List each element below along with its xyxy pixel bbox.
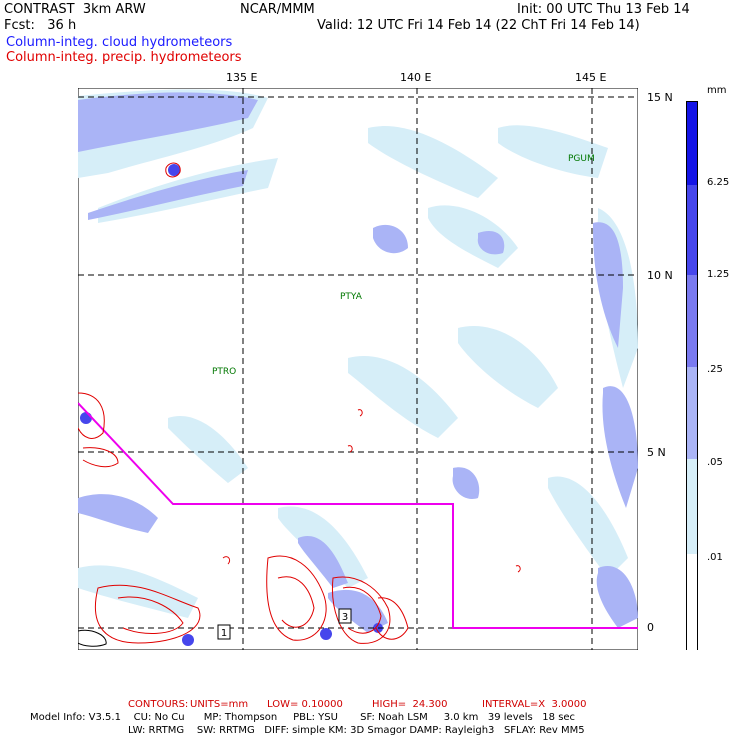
lat-label-0: 0 bbox=[647, 621, 654, 634]
box-1-label: 1 bbox=[221, 628, 227, 639]
cloud-field-medium bbox=[78, 92, 638, 633]
contours-high: HIGH= 24.300 bbox=[372, 699, 448, 710]
colorbar-band-2 bbox=[687, 185, 697, 275]
box-1 bbox=[217, 624, 231, 640]
colorbar-label-1.25: 1.25 bbox=[707, 269, 730, 280]
box-3 bbox=[338, 608, 352, 624]
station-ptro: PTRO bbox=[212, 367, 236, 377]
map-panel: 1 3 PGUM PTYA PTRO bbox=[78, 88, 638, 650]
colorbar bbox=[686, 101, 698, 651]
colorbar-band-4 bbox=[687, 367, 697, 459]
contours-units: UNITS=mm bbox=[190, 699, 249, 710]
station-pgum: PGUM bbox=[568, 154, 595, 164]
model-info-line2: LW: RRTMG SW: RRTMG DIFF: simple KM: 3D … bbox=[128, 725, 585, 736]
lon-label-145: 145 E bbox=[575, 71, 607, 84]
graticule bbox=[78, 88, 638, 650]
valid-time: Valid: 12 UTC Fri 14 Feb 14 (22 ChT Fri … bbox=[317, 18, 640, 33]
lat-label-15: 15 N bbox=[647, 91, 673, 104]
contours-label: CONTOURS: bbox=[128, 699, 189, 710]
legend-cloud: Column-integ. cloud hydrometeors bbox=[6, 35, 233, 50]
lat-label-5: 5 N bbox=[647, 446, 666, 459]
box-3-label: 3 bbox=[342, 612, 348, 623]
colorbar-label-.25: .25 bbox=[707, 364, 723, 375]
colorbar-band-3 bbox=[687, 275, 697, 367]
model-title: CONTRAST 3km ARW bbox=[4, 2, 146, 17]
lon-label-135: 135 E bbox=[226, 71, 258, 84]
colorbar-label-.01: .01 bbox=[707, 552, 723, 563]
model-info-line1: Model Info: V3.5.1 CU: No Cu MP: Thompso… bbox=[30, 712, 576, 723]
center-title: NCAR/MMM bbox=[240, 2, 315, 17]
colorbar-label-.05: .05 bbox=[707, 457, 723, 468]
init-time: Init: 00 UTC Thu 13 Feb 14 bbox=[517, 2, 690, 17]
forecast-hour: Fcst: 36 h bbox=[4, 18, 77, 33]
lat-label-10: 10 N bbox=[647, 269, 673, 282]
colorbar-band-1 bbox=[687, 102, 697, 185]
colorbar-label-6.25: 6.25 bbox=[707, 177, 730, 188]
contours-low: LOW= 0.10000 bbox=[267, 699, 343, 710]
colorbar-band-5 bbox=[687, 459, 697, 554]
coastline bbox=[78, 629, 107, 647]
colorbar-unit: mm bbox=[707, 85, 727, 96]
station-ptya: PTYA bbox=[340, 292, 363, 302]
contours-interval: INTERVAL=X 3.0000 bbox=[482, 699, 587, 710]
precip-contours bbox=[78, 162, 521, 644]
track-line bbox=[78, 402, 638, 629]
lon-label-140: 140 E bbox=[400, 71, 432, 84]
legend-precip: Column-integ. precip. hydrometeors bbox=[6, 50, 242, 65]
colorbar-band-6 bbox=[687, 554, 697, 651]
